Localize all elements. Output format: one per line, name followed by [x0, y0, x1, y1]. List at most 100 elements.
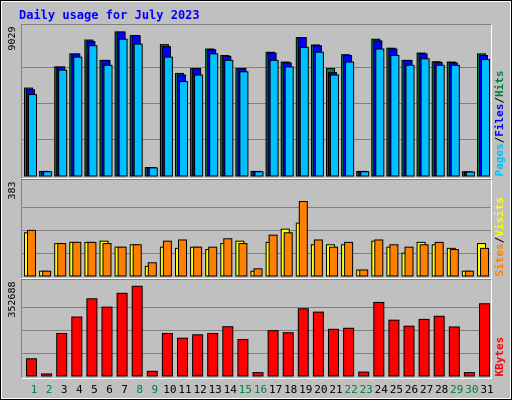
bar-kbytes-day-5 — [86, 298, 98, 377]
bar-pages-day-13 — [209, 53, 219, 177]
bar-sites-day-1 — [27, 229, 36, 277]
x-tick-label-day-25: 25 — [390, 383, 403, 396]
x-tick-label-day-26: 26 — [405, 383, 418, 396]
y-axis-max-label: 383 — [7, 182, 18, 200]
bar-sites-day-31 — [480, 247, 489, 277]
hits-files-pages-panel-shadow-edge — [21, 24, 492, 179]
bar-kbytes-day-24 — [373, 301, 385, 377]
bar-pages-day-24 — [375, 48, 385, 177]
bar-kbytes-day-14 — [222, 326, 234, 377]
legend-separator: / — [493, 236, 506, 243]
x-tick-label-day-16: 16 — [254, 383, 267, 396]
legend-separator: / — [493, 136, 506, 143]
legend: Pages/Files/Hits — [493, 71, 506, 177]
bar-kbytes-day-26 — [403, 325, 415, 377]
bar-sites-day-8 — [132, 244, 142, 277]
bar-pages-day-30 — [465, 171, 475, 177]
x-tick-label-day-22: 22 — [344, 383, 357, 396]
bar-kbytes-day-19 — [297, 308, 309, 377]
y-axis-max-label: 9029 — [7, 27, 18, 51]
bar-pages-day-2 — [43, 171, 53, 177]
bar-pages-day-4 — [73, 56, 83, 177]
bar-sites-day-12 — [193, 246, 203, 277]
x-tick-label-day-13: 13 — [209, 383, 222, 396]
x-tick-label-day-21: 21 — [329, 383, 342, 396]
hits-files-pages-panel-highlight-edge — [21, 24, 492, 179]
x-tick-label-day-9: 9 — [151, 383, 158, 396]
x-tick-label-day-20: 20 — [314, 383, 327, 396]
x-tick-label-day-30: 30 — [465, 383, 478, 396]
x-tick-label-day-29: 29 — [450, 383, 463, 396]
bar-kbytes-day-6 — [101, 306, 113, 377]
bar-kbytes-day-2 — [41, 373, 53, 377]
bar-kbytes-day-20 — [312, 311, 324, 377]
bar-sites-day-30 — [464, 270, 474, 277]
bar-sites-day-3 — [57, 243, 67, 277]
bar-pages-day-20 — [314, 51, 324, 177]
bar-kbytes-day-22 — [343, 327, 355, 377]
bar-kbytes-day-29 — [448, 326, 460, 377]
x-tick-label-day-14: 14 — [224, 383, 238, 396]
bar-pages-day-25 — [390, 55, 400, 177]
x-tick-label-day-7: 7 — [121, 383, 128, 396]
legend-pages: Pages — [493, 143, 506, 176]
bar-pages-day-21 — [330, 74, 339, 177]
bar-kbytes-day-21 — [328, 328, 339, 377]
bar-kbytes-day-28 — [433, 315, 445, 377]
bar-kbytes-day-31 — [479, 303, 490, 377]
bar-kbytes-day-23 — [358, 371, 370, 377]
x-tick-label-day-11: 11 — [178, 383, 191, 396]
legend-files: Files — [493, 104, 506, 137]
legend: KBytes — [493, 337, 506, 377]
bar-kbytes-day-15 — [237, 338, 249, 377]
sites-visits-panel-shadow-edge — [21, 179, 492, 279]
x-tick-label-day-31: 31 — [480, 383, 493, 396]
bar-sites-day-10 — [162, 240, 172, 277]
chart-title: Daily usage for July 2023 — [19, 8, 200, 22]
bar-pages-day-10 — [163, 56, 173, 177]
bar-pages-day-22 — [345, 61, 355, 177]
bar-pages-day-17 — [269, 59, 279, 177]
bar-sites-day-25 — [389, 244, 399, 277]
x-tick-label-day-19: 19 — [299, 383, 312, 396]
bar-kbytes-day-12 — [192, 334, 204, 377]
bar-sites-day-26 — [404, 246, 414, 277]
bar-pages-day-29 — [450, 64, 460, 177]
legend: Sites/Visits — [493, 197, 506, 277]
bar-sites-day-22 — [344, 241, 354, 277]
x-tick-label-day-24: 24 — [375, 383, 389, 396]
bar-pages-day-19 — [299, 46, 309, 177]
x-tick-label-day-5: 5 — [91, 383, 98, 396]
kbytes-panel-shadow-edge — [21, 279, 492, 379]
bar-pages-day-27 — [420, 58, 430, 177]
bar-pages-day-26 — [405, 64, 415, 177]
bar-pages-day-28 — [435, 64, 445, 177]
legend-sites: Sites — [493, 243, 506, 276]
bar-kbytes-day-17 — [267, 330, 279, 377]
bar-pages-day-31 — [481, 59, 490, 177]
bar-sites-day-13 — [208, 246, 218, 277]
bar-sites-day-16 — [253, 268, 263, 277]
bar-sites-day-18 — [283, 232, 293, 277]
legend-visits: Visits — [493, 197, 506, 237]
x-tick-label-day-12: 12 — [193, 383, 206, 396]
bar-kbytes-day-4 — [71, 316, 83, 377]
bar-sites-day-4 — [72, 241, 82, 277]
y-axis-max-label: 352688 — [7, 282, 18, 318]
x-tick-label-day-28: 28 — [435, 383, 448, 396]
bar-pages-day-1 — [28, 94, 37, 177]
bar-pages-day-5 — [88, 45, 98, 177]
legend-kbytes: KBytes — [493, 337, 506, 377]
legend-separator: / — [493, 97, 506, 104]
x-tick-label-day-4: 4 — [76, 383, 83, 396]
bar-kbytes-day-16 — [252, 372, 264, 377]
bar-pages-day-15 — [239, 71, 249, 177]
x-tick-label-day-3: 3 — [61, 383, 68, 396]
bar-sites-day-6 — [102, 243, 112, 277]
bar-pages-day-18 — [284, 66, 294, 177]
bar-kbytes-day-13 — [207, 332, 219, 377]
legend-hits: Hits — [493, 71, 506, 98]
bar-sites-day-20 — [313, 239, 323, 277]
